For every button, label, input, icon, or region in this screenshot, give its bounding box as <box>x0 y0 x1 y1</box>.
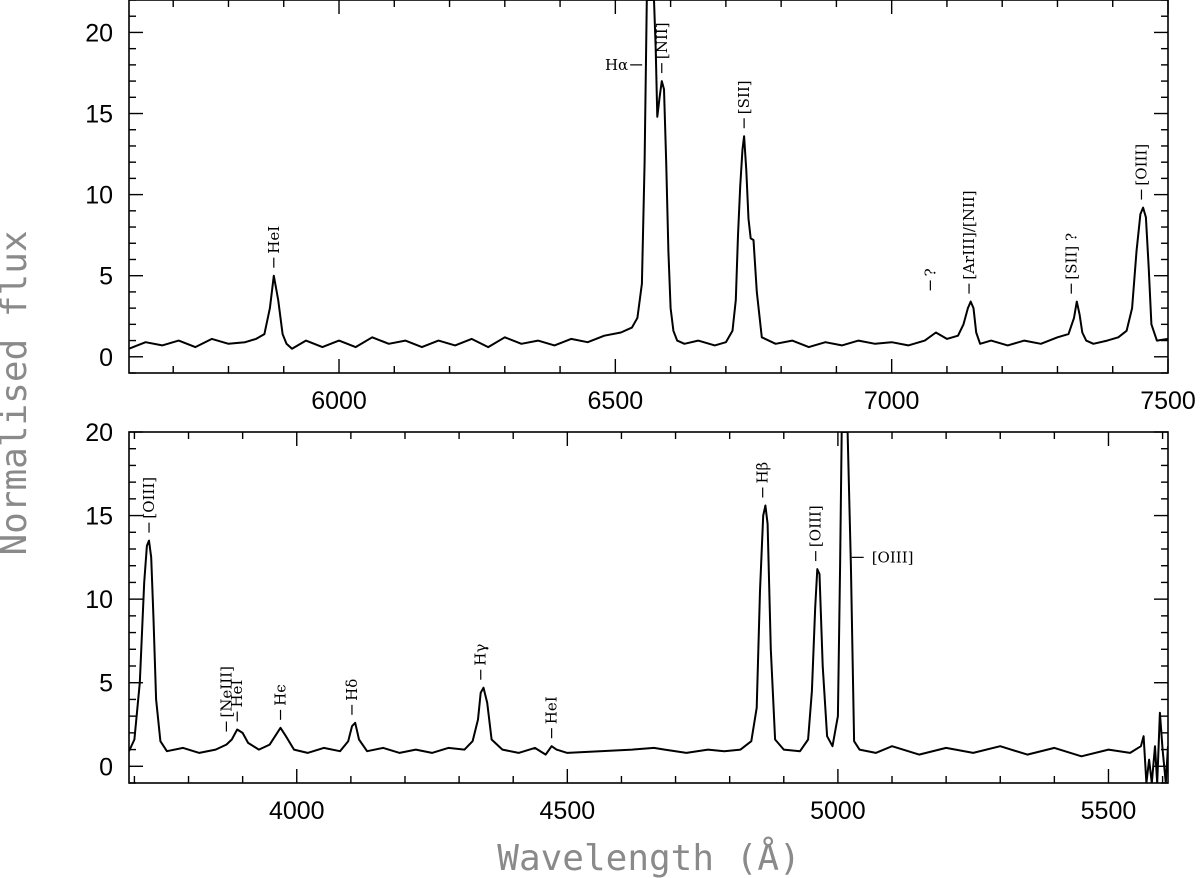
top-line-label: [ArIII]/[NII] <box>960 190 978 279</box>
bottom-line-label: Hβ <box>754 462 772 484</box>
top-line-label: [SII] <box>735 80 753 114</box>
x-axis-title: Wavelength (Å) <box>497 836 800 878</box>
top-y-tick-label: 20 <box>85 19 113 47</box>
bottom-x-tick-label: 4500 <box>540 797 596 825</box>
top-y-tick-label: 0 <box>99 344 113 372</box>
top-x-tick-label: 6000 <box>311 387 367 415</box>
bottom-line-label: Hϵ <box>272 684 290 705</box>
bottom-line-label: [OIII] <box>807 505 825 547</box>
bottom-line-label: [OIII] <box>140 477 158 519</box>
top-y-tick-label: 15 <box>85 101 113 129</box>
top-line-label: [OIII] <box>1132 144 1150 186</box>
top-line-label: HeI <box>265 226 283 254</box>
y-axis-title: Normalised flux <box>0 230 35 555</box>
bottom-y-tick-label: 5 <box>99 670 113 698</box>
bottom-y-tick-label: 0 <box>99 753 113 781</box>
bottom-line-label: Hγ <box>472 644 490 666</box>
bottom-line-label: [NeIII] <box>217 666 235 717</box>
bottom-line-label: [OIII] <box>872 548 914 566</box>
bottom-y-tick-label: 10 <box>85 586 113 614</box>
top-line-label: [SII] ? <box>1062 233 1080 280</box>
bottom-line-label: HeI <box>543 696 561 724</box>
bottom-y-tick-label: 20 <box>85 419 113 447</box>
top-frame <box>128 0 1169 374</box>
bottom-y-tick-label: 15 <box>85 503 113 531</box>
top-spectrum-line-0 <box>129 0 1168 350</box>
bottom-x-tick-label: 5500 <box>1081 797 1137 825</box>
top-x-tick-label: 7500 <box>1140 387 1196 415</box>
bottom-line-label: HeI <box>228 680 246 708</box>
bottom-x-tick-label: 5000 <box>810 797 866 825</box>
bottom-panel: 4000 4500 5000 550005101520[OIII][NeIII]HeI… <box>85 419 1169 825</box>
top-line-label: ? <box>921 268 939 276</box>
top-y-tick-label: 5 <box>99 263 113 291</box>
top-panel: 6000 6500 7000 7500 0 5 10 15 20 HeI Hα [NII] [SII]?… <box>85 0 1196 415</box>
top-line-label: [NII] <box>653 22 671 59</box>
top-x-tick-label: 7000 <box>864 387 920 415</box>
bottom-frame <box>128 431 1169 784</box>
bottom-x-tick-label: 4000 <box>269 797 325 825</box>
bottom-line-label: Hδ <box>343 679 361 701</box>
bottom-spectrum-line-0 <box>129 432 1168 783</box>
top-y-tick-label: 10 <box>85 182 113 210</box>
top-x-tick-label: 6500 <box>588 387 644 415</box>
top-line-label: Hα <box>605 56 628 74</box>
